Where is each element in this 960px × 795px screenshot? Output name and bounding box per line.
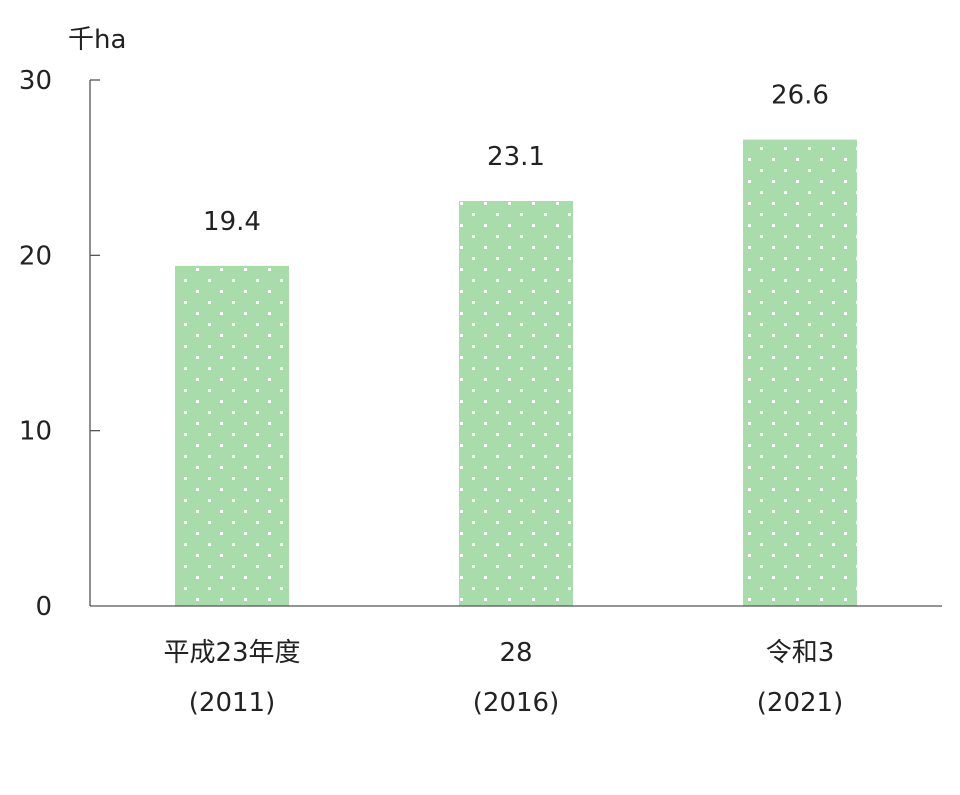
- bar-value-label: 26.6: [771, 81, 829, 111]
- x-category-year-label: (2021): [757, 688, 843, 718]
- y-axis-unit-label: 千ha: [68, 25, 126, 55]
- value-labels-group: 19.4 23.1 26.6: [203, 81, 829, 237]
- bar-value-label: 23.1: [487, 142, 545, 172]
- y-axis: 0 10 20 30: [19, 66, 100, 622]
- y-tick-label: 10: [19, 417, 52, 447]
- y-tick-label: 20: [19, 241, 52, 271]
- bar: [459, 200, 573, 607]
- x-category-year-label: (2011): [189, 688, 275, 718]
- x-category-year-label: (2016): [473, 688, 559, 718]
- x-axis-labels-group: 平成23年度 (2011) 28 (2016) 令和3 (2021): [163, 638, 843, 718]
- bar: [743, 139, 857, 606]
- bars-group: [175, 139, 857, 607]
- x-category-label: 令和3: [766, 638, 835, 668]
- x-category-label: 平成23年度: [163, 638, 300, 668]
- y-tick-label: 0: [35, 592, 52, 622]
- bar: [175, 265, 289, 606]
- y-tick-label: 30: [19, 66, 52, 96]
- bar-value-label: 19.4: [203, 207, 261, 237]
- x-category-label: 28: [499, 638, 532, 668]
